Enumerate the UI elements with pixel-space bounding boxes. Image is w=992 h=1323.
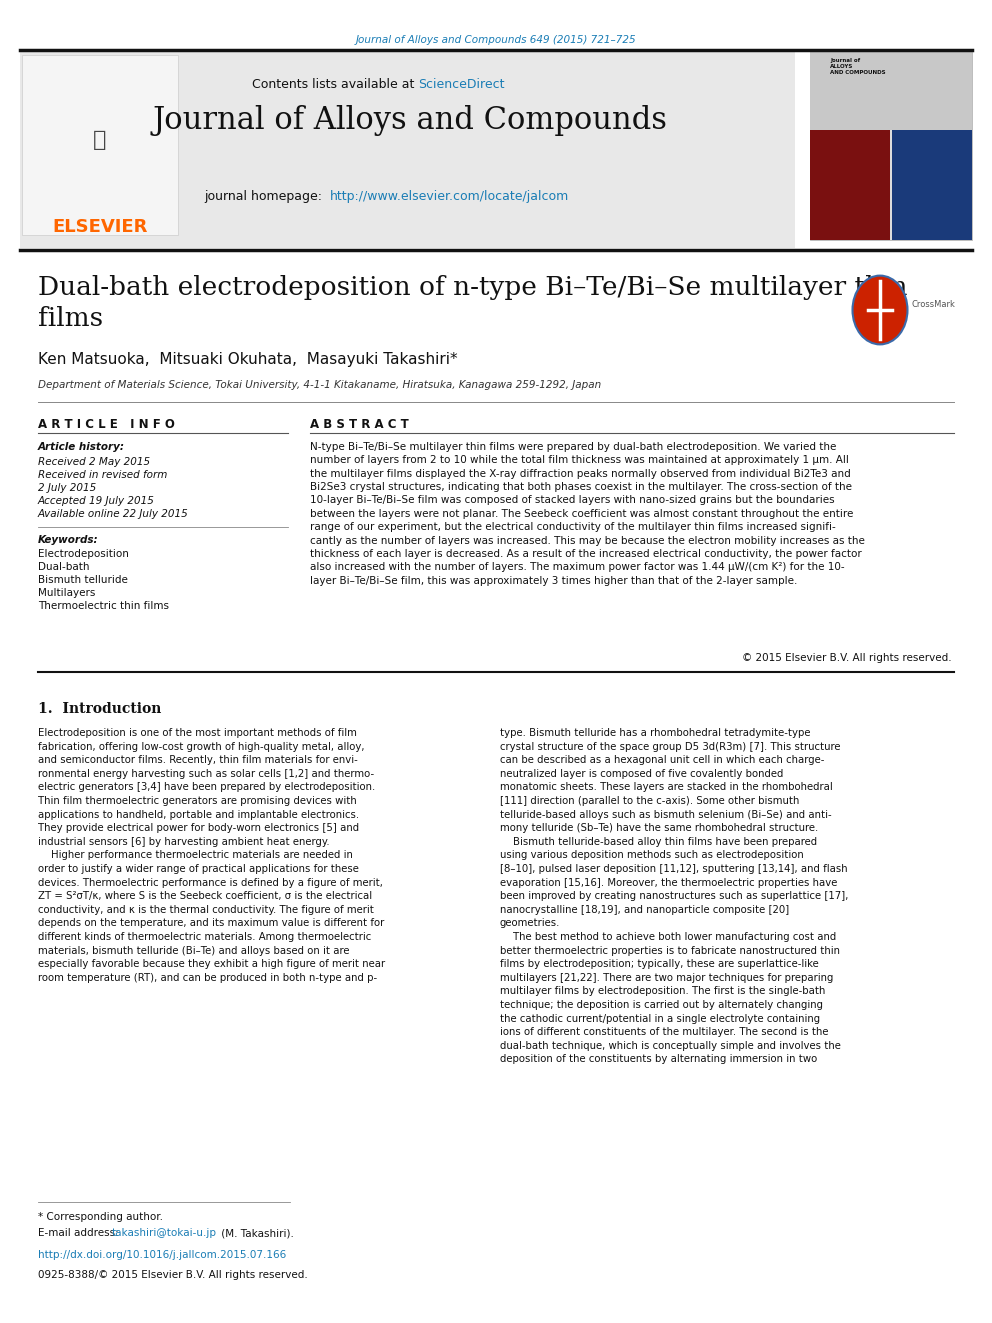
Text: Dual-bath: Dual-bath xyxy=(38,562,89,572)
Text: Journal of Alloys and Compounds: Journal of Alloys and Compounds xyxy=(153,105,668,136)
Text: Bismuth telluride: Bismuth telluride xyxy=(38,576,128,585)
Bar xyxy=(810,52,972,239)
Text: Electrodeposition is one of the most important methods of film
fabrication, offe: Electrodeposition is one of the most imp… xyxy=(38,728,385,983)
Text: E-mail address:: E-mail address: xyxy=(38,1228,119,1238)
Bar xyxy=(20,50,795,247)
Text: A R T I C L E   I N F O: A R T I C L E I N F O xyxy=(38,418,175,431)
Text: takashiri@tokai-u.jp: takashiri@tokai-u.jp xyxy=(112,1228,217,1238)
Text: ELSEVIER: ELSEVIER xyxy=(53,218,148,235)
Text: http://dx.doi.org/10.1016/j.jallcom.2015.07.166: http://dx.doi.org/10.1016/j.jallcom.2015… xyxy=(38,1250,287,1259)
Text: * Corresponding author.: * Corresponding author. xyxy=(38,1212,163,1222)
Text: © 2015 Elsevier B.V. All rights reserved.: © 2015 Elsevier B.V. All rights reserved… xyxy=(742,654,952,663)
Text: type. Bismuth telluride has a rhombohedral tetradymite-type
crystal structure of: type. Bismuth telluride has a rhombohedr… xyxy=(500,728,848,1065)
Text: CrossMark: CrossMark xyxy=(912,300,956,310)
Text: journal homepage:: journal homepage: xyxy=(204,191,330,202)
Text: Dual-bath electrodeposition of n-type Bi–Te/Bi–Se multilayer thin
films: Dual-bath electrodeposition of n-type Bi… xyxy=(38,275,908,331)
Text: Electrodeposition: Electrodeposition xyxy=(38,549,129,560)
Text: 2 July 2015: 2 July 2015 xyxy=(38,483,96,493)
Text: Accepted 19 July 2015: Accepted 19 July 2015 xyxy=(38,496,155,505)
Text: Department of Materials Science, Tokai University, 4-1-1 Kitakaname, Hiratsuka, : Department of Materials Science, Tokai U… xyxy=(38,380,601,390)
Text: Multilayers: Multilayers xyxy=(38,587,95,598)
Bar xyxy=(22,56,178,235)
Text: http://www.elsevier.com/locate/jalcom: http://www.elsevier.com/locate/jalcom xyxy=(330,191,569,202)
Bar xyxy=(810,130,890,239)
Text: ScienceDirect: ScienceDirect xyxy=(418,78,505,91)
Text: Received in revised form: Received in revised form xyxy=(38,470,168,480)
Text: A B S T R A C T: A B S T R A C T xyxy=(310,418,409,431)
Text: 🌲: 🌲 xyxy=(93,130,107,149)
Text: 0925-8388/© 2015 Elsevier B.V. All rights reserved.: 0925-8388/© 2015 Elsevier B.V. All right… xyxy=(38,1270,308,1279)
Text: 1.  Introduction: 1. Introduction xyxy=(38,703,162,716)
Text: Keywords:: Keywords: xyxy=(38,534,98,545)
Text: Received 2 May 2015: Received 2 May 2015 xyxy=(38,456,150,467)
Bar xyxy=(810,52,972,130)
Bar xyxy=(892,130,972,239)
Text: Journal of Alloys and Compounds 649 (2015) 721–725: Journal of Alloys and Compounds 649 (201… xyxy=(356,34,636,45)
Ellipse shape xyxy=(852,275,908,344)
Text: Article history:: Article history: xyxy=(38,442,125,452)
Text: Ken Matsuoka,  Mitsuaki Okuhata,  Masayuki Takashiri*: Ken Matsuoka, Mitsuaki Okuhata, Masayuki… xyxy=(38,352,457,366)
Text: (M. Takashiri).: (M. Takashiri). xyxy=(218,1228,294,1238)
Text: Thermoelectric thin films: Thermoelectric thin films xyxy=(38,601,169,611)
Text: Journal of
ALLOYS
AND COMPOUNDS: Journal of ALLOYS AND COMPOUNDS xyxy=(830,58,886,75)
Text: Contents lists available at: Contents lists available at xyxy=(252,78,418,91)
Text: N-type Bi–Te/Bi–Se multilayer thin films were prepared by dual-bath electrodepos: N-type Bi–Te/Bi–Se multilayer thin films… xyxy=(310,442,865,586)
Text: Available online 22 July 2015: Available online 22 July 2015 xyxy=(38,509,188,519)
